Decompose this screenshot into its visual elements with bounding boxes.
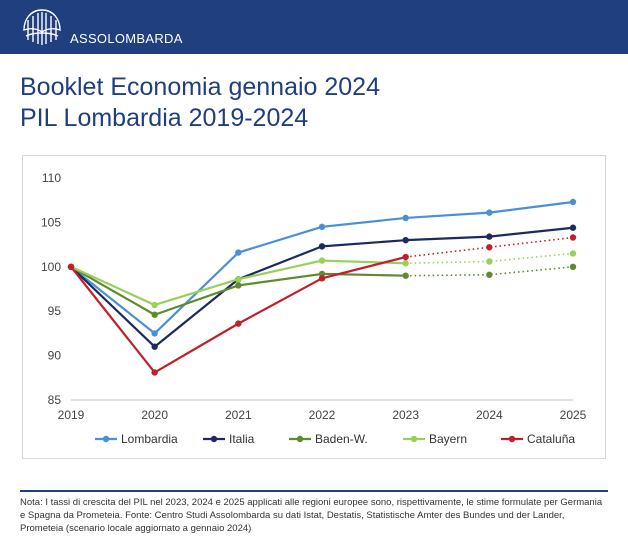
legend-swatch-marker [210,435,218,443]
data-point [235,320,242,327]
data-point [569,263,577,270]
legend-label: Lombardia [121,432,178,446]
data-point [569,250,577,257]
series-line [70,200,574,335]
title-line-2: PIL Lombardia 2019-2024 [20,104,309,132]
data-point [318,223,326,231]
legend-swatch-marker [296,435,304,443]
x-tick-label: 2019 [58,408,85,422]
data-point [569,234,577,241]
x-tick-label: 2021 [225,408,252,422]
data-point [151,343,158,350]
x-tick-label: 2022 [309,408,336,422]
x-tick-label: 2024 [476,408,503,422]
x-tick-label: 2023 [392,408,419,422]
data-point [402,253,409,261]
page-title: Booklet Economia gennaio 2024 PIL Lombar… [20,72,380,134]
legend-label: Italia [229,432,255,446]
data-point [569,198,577,206]
data-point [318,275,326,282]
legend-swatch-marker [102,435,110,443]
legend-swatch-marker [410,435,418,443]
data-point [402,214,409,222]
data-point [486,258,493,265]
data-point [151,311,158,318]
data-point [486,233,493,240]
data-point [318,257,326,264]
data-point [235,282,242,289]
data-point [151,301,158,309]
footnote: Nota: I tassi di crescita del PIL nel 20… [20,497,603,534]
y-tick-label: 100 [41,260,61,274]
data-point [486,244,493,251]
data-point [402,272,409,279]
series-line-forecast [405,266,574,277]
y-tick-label: 110 [42,171,61,185]
data-point [402,236,409,244]
y-tick-label: 105 [41,215,61,229]
y-tick-label: 95 [48,304,62,318]
data-point [318,243,326,250]
data-point [569,224,577,231]
data-point [486,209,493,216]
data-point [67,263,75,270]
legend-label: Baden-W. [315,432,368,446]
legend-label: Cataluña [527,432,575,446]
data-point [235,249,242,256]
data-point [151,369,158,376]
note-divider [20,490,608,492]
data-point [235,276,242,283]
data-point [402,260,409,267]
brand-name: ASSOLOMBARDA [70,31,183,46]
data-point [151,330,158,337]
series-line-forecast [405,236,574,258]
title-line-1: Booklet Economia gennaio 2024 [20,73,380,101]
legend-swatch-marker [508,435,516,443]
data-point [486,271,493,278]
series-line-forecast [405,252,574,265]
legend-label: Bayern [429,432,467,446]
y-tick-label: 90 [48,349,62,363]
assolombarda-logo-icon [23,9,61,45]
y-tick-label: 85 [48,393,62,407]
header-bar: ASSOLOMBARDA [0,0,628,54]
x-tick-label: 2025 [560,408,587,422]
x-tick-label: 2020 [141,408,168,422]
chart-frame: 110 105 100 95 90 85 2019 2020 2021 2022 2023 2024 2… [22,155,606,459]
data-point [318,270,326,278]
